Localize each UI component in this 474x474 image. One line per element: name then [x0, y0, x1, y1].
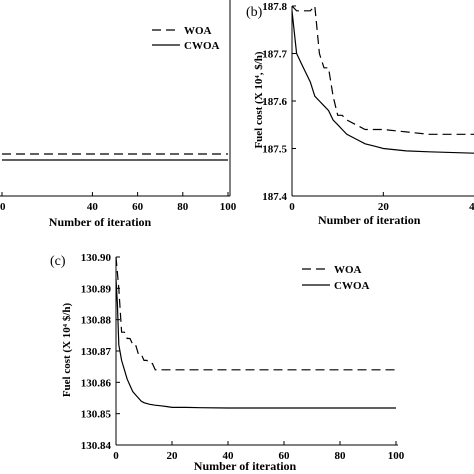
series-group-a	[2, 153, 228, 161]
x-tick-label-c: 40	[223, 450, 235, 462]
x-axis-label-c: Number of iteration	[194, 459, 297, 473]
y-tick-label-b: 187.6	[262, 96, 287, 108]
x-ticks-c: 0 20 40 60 80 100	[113, 441, 405, 462]
x-tick-label-b: 40	[469, 201, 474, 213]
y-tick-label-c: 130.86	[81, 377, 112, 389]
x-ticks-a: 0 40 60 80 100	[0, 192, 237, 213]
legend-c: WOA CWOA	[302, 264, 370, 292]
series-line-cwoa-c	[115, 278, 396, 409]
y-tick-label-c: 130.87	[81, 346, 112, 358]
legend-label-woa-a: WOA	[184, 25, 212, 37]
x-tick-label-a: 80	[177, 201, 189, 213]
x-tick-label-c: 100	[388, 450, 405, 462]
series-line-woa-c	[115, 256, 396, 371]
series-line-woa-b	[291, 4, 474, 135]
y-tick-label-b: 187.4	[262, 191, 287, 203]
plot-frame-a	[0, 0, 231, 197]
series-line-cwoa-b	[291, 10, 474, 154]
x-axis-label-a: Number of iteration	[49, 215, 152, 229]
legend-label-cwoa-a: CWOA	[184, 40, 220, 52]
x-tick-label-c: 80	[335, 450, 347, 462]
legend-label-cwoa-c: CWOA	[334, 280, 370, 292]
x-axis-label-b: Number of iteration	[318, 213, 421, 227]
y-tick-label-b: 187.7	[262, 49, 287, 61]
y-tick-label-b: 187.5	[262, 144, 287, 156]
y-tick-label-c: 130.89	[81, 283, 112, 295]
y-tick-label-c: 130.88	[81, 315, 112, 327]
y-tick-label-b: 187.8	[262, 1, 287, 13]
y-ticks-b: 187.4 187.5 187.6 187.7 187.8	[262, 1, 296, 203]
x-tick-label-a: 40	[87, 201, 99, 213]
legend-label-woa-c: WOA	[334, 264, 362, 276]
x-tick-label-c: 60	[279, 450, 291, 462]
y-axis-label-c: Fuel cost (X 10⁴ $/h)	[61, 302, 73, 397]
x-tick-label-c: 20	[167, 450, 179, 462]
y-axis-label-b: Fuel cost (X 10⁴, $/h)	[253, 51, 265, 148]
series-group-c	[115, 256, 396, 409]
x-tick-label-a: 100	[220, 201, 237, 213]
series-group-b	[291, 4, 474, 154]
x-tick-label-a: 0	[0, 201, 6, 213]
x-tick-label-b: 0	[289, 201, 295, 213]
y-tick-label-c: 130.84	[81, 440, 112, 452]
y-tick-label-c: 130.90	[81, 252, 112, 264]
x-tick-label-a: 60	[132, 201, 144, 213]
panel-a: 0 40 60 80 100 Number of iteration WOA CWOA	[0, 0, 237, 229]
y-ticks-c: 130.84 130.85 130.86 130.87 130.88 130.89 130.…	[81, 252, 120, 452]
y-tick-label-c: 130.85	[81, 409, 112, 421]
legend-a: WOA CWOA	[152, 25, 220, 52]
panel-label-c: (c)	[50, 254, 66, 269]
panel-label-b: (b)	[246, 5, 263, 20]
x-tick-label-b: 20	[378, 201, 390, 213]
x-tick-label-c: 0	[113, 450, 119, 462]
panel-c: (c) 0 20 40 60 80 100 130.84130.85130.86130.8…	[50, 252, 405, 473]
